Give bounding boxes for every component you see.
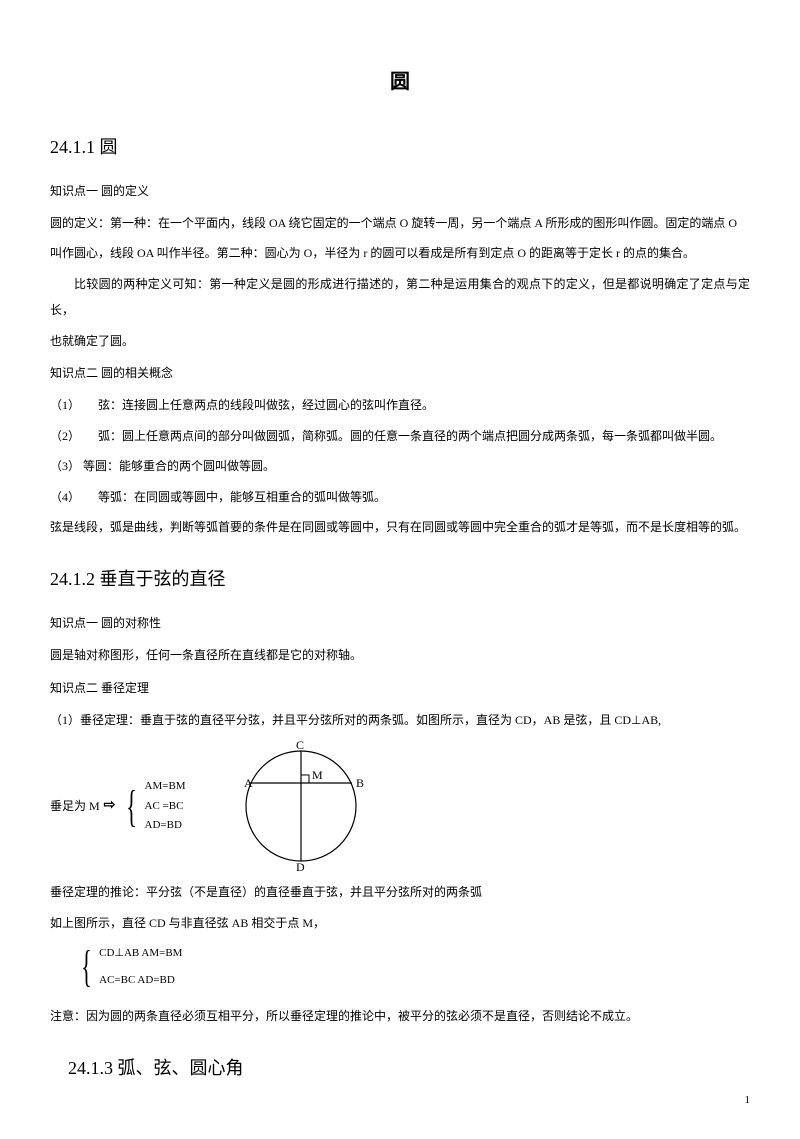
label-b: B bbox=[356, 776, 364, 790]
sec2-kp2-label: 知识点二 垂径定理 bbox=[50, 675, 750, 701]
concept-item-2: （2） 弧：圆上任意两点间的部分叫做圆弧，简称弧。圆的任意一条直径的两个端点把圆… bbox=[50, 423, 750, 449]
section-2-heading: 24.1.2 垂直于弦的直径 bbox=[50, 560, 750, 600]
label-a: A bbox=[244, 776, 253, 790]
corollary-line: 如上图所示，直径 CD 与非直径弦 AB 相交于点 M， bbox=[50, 910, 750, 936]
corollary-text: 垂径定理的推论：平分弦（不是直径）的直径垂直于弦，并且平分弦所对的两条弧 bbox=[50, 879, 750, 905]
section-3-heading: 24.1.3 弧、弦、圆心角 bbox=[68, 1049, 750, 1089]
concept-item-4: （4） 等弧：在同圆或等圆中，能够互相重合的弧叫做等弧。 bbox=[50, 484, 750, 510]
compare-line1: 比较圆的两种定义可知：第一种定义是圆的形成进行描述的，第二种是运用集合的观点下的… bbox=[50, 271, 750, 324]
kp1-label: 知识点一 圆的定义 bbox=[50, 178, 750, 204]
theorem-diagram-row: 垂足为 M ⇨ { AM=BM AC =BC AD=BD A B C D M bbox=[50, 741, 750, 871]
label-d: D bbox=[296, 860, 305, 871]
label-c: C bbox=[296, 741, 304, 752]
section-1-heading: 24.1.1 圆 bbox=[50, 128, 750, 168]
brace-a-item1: AM=BM bbox=[145, 777, 186, 797]
circle-diagram: A B C D M bbox=[226, 741, 376, 871]
label-m: M bbox=[312, 768, 323, 782]
arrow-icon: ⇨ bbox=[104, 791, 116, 822]
left-brace-icon-2: { bbox=[81, 947, 92, 987]
brace-a-item3: AD=BD bbox=[145, 816, 186, 836]
concept-note: 弦是线段，弧是曲线，判断等弧首要的条件是在同圆或等圆中，只有在同圆或等圆中完全重… bbox=[50, 514, 750, 540]
brace-block-b: { CD⊥AB AM=BM AC=BC AD=BD bbox=[74, 940, 750, 993]
foot-label: 垂足为 M bbox=[50, 793, 100, 819]
theorem-text: （1）垂径定理：垂直于弦的直径平分弦，并且平分弦所对的两条弧。如图所示，直径为 … bbox=[50, 707, 750, 733]
sec2-kp1-label: 知识点一 圆的对称性 bbox=[50, 610, 750, 636]
compare-line2: 也就确定了圆。 bbox=[50, 328, 750, 354]
concept-item-1: （1） 弦：连接圆上任意两点的线段叫做弦，经过圆心的弦叫作直径。 bbox=[50, 392, 750, 418]
brace-b-item2: AC=BC AD=BD bbox=[99, 967, 182, 993]
kp2-label: 知识点二 圆的相关概念 bbox=[50, 360, 750, 386]
left-brace-icon: { bbox=[127, 787, 138, 827]
page-title: 圆 bbox=[50, 60, 750, 104]
symmetry-text: 圆是轴对称图形，任何一条直径所在直线都是它的对称轴。 bbox=[50, 642, 750, 668]
brace-block-a: { AM=BM AC =BC AD=BD bbox=[119, 777, 185, 836]
page-number: 1 bbox=[745, 1088, 751, 1112]
brace-a-item2: AC =BC bbox=[145, 797, 186, 817]
caution-text: 注意：因为圆的两条直径必须互相平分，所以垂径定理的推论中，被平分的弦必须不是直径… bbox=[50, 1003, 750, 1029]
definition-line1: 圆的定义：第一种：在一个平面内，线段 OA 绕它固定的一个端点 O 旋转一周，另… bbox=[50, 210, 750, 236]
definition-line2: 叫作圆心，线段 OA 叫作半径。第二种：圆心为 O，半径为 r 的圆可以看成是所… bbox=[50, 240, 750, 266]
concept-item-3: （3） 等圆：能够重合的两个圆叫做等圆。 bbox=[50, 453, 750, 479]
brace-b-item1: CD⊥AB AM=BM bbox=[99, 940, 182, 966]
